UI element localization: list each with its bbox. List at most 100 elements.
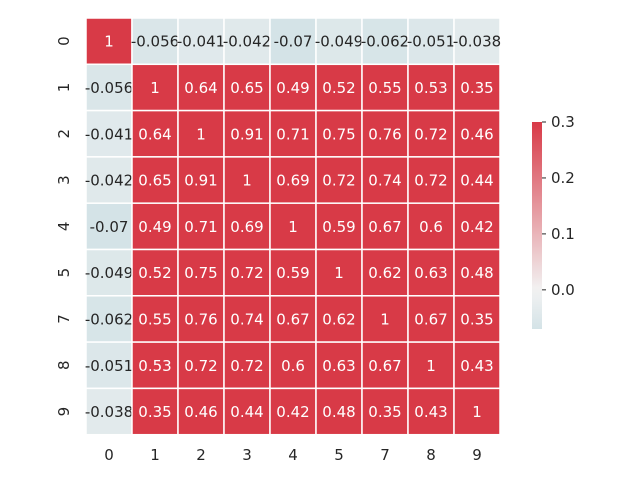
- heatmap-cell-annotation: 0.43: [414, 403, 447, 421]
- heatmap-cell-annotation: 0.52: [138, 264, 171, 282]
- heatmap-cell: [315, 248, 363, 297]
- heatmap-cell-annotation: 0.49: [138, 218, 171, 236]
- heatmap-cell-annotation: -0.038: [85, 403, 133, 421]
- heatmap-cell-annotation: 0.91: [230, 125, 263, 143]
- colorbar-gradient: [532, 122, 542, 329]
- heatmap-cell: [453, 295, 501, 343]
- heatmap-cell-annotation: 0.62: [322, 310, 355, 328]
- heatmap-cell-annotation: 0.48: [322, 403, 355, 421]
- heatmap-cell-annotation: -0.042: [85, 172, 133, 190]
- heatmap-cell: [85, 341, 133, 390]
- heatmap-cell-annotation: 0.55: [138, 310, 171, 328]
- heatmap-cell-annotation: 0.63: [414, 264, 447, 282]
- heatmap-cell: [223, 387, 271, 436]
- heatmap-cell: [177, 17, 225, 66]
- heatmap-cell-annotation: 0.43: [460, 357, 493, 375]
- heatmap-cell: [361, 109, 409, 158]
- heatmap-cell-annotation: 0.44: [460, 172, 493, 190]
- heatmap-cell: [269, 248, 317, 297]
- heatmap-cell-annotation: 0.76: [184, 310, 217, 328]
- heatmap-cell-annotation: 0.72: [414, 125, 447, 143]
- heatmap-cell: [407, 109, 455, 158]
- heatmap-cell: [407, 17, 455, 66]
- heatmap-cell-annotation: 0.65: [138, 172, 171, 190]
- heatmap-cell-annotation: -0.062: [85, 310, 133, 328]
- heatmap-cell-annotation: 0.67: [276, 310, 309, 328]
- heatmap-cell: [85, 17, 133, 66]
- heatmap-cell: [85, 387, 133, 436]
- heatmap-cell-annotation: 0.53: [138, 357, 171, 375]
- heatmap-cell: [453, 17, 501, 66]
- col-tick-label: 4: [288, 446, 298, 464]
- heatmap-cell-annotation: -0.041: [177, 33, 225, 51]
- colorbar-tick-label: 0.3: [551, 113, 575, 131]
- col-tick-label: 3: [242, 446, 252, 464]
- heatmap-cell-annotation: 1: [150, 79, 160, 97]
- heatmap-cell: [361, 387, 409, 436]
- heatmap-cell-annotation: 0.74: [368, 172, 401, 190]
- heatmap-cell-annotation: -0.049: [315, 33, 363, 51]
- heatmap-cell-annotation: 0.64: [138, 125, 171, 143]
- heatmap-col-labels: 0 1 2 3 4 5 7 8 9: [104, 446, 482, 464]
- heatmap-cell-annotation: -0.041: [85, 125, 133, 143]
- heatmap-cell: [223, 295, 271, 343]
- heatmap-cell-annotation: 0.67: [368, 357, 401, 375]
- heatmap-cell-annotation: 0.72: [230, 264, 263, 282]
- heatmap-cell-annotation: -0.038: [453, 33, 501, 51]
- heatmap-cell-annotation: 0.69: [230, 218, 263, 236]
- heatmap-cells: 1 -0.056-0.041-0.042 -0.07 -0.049-0.062-0.0…: [85, 17, 501, 436]
- heatmap-cell-annotation: 0.44: [230, 403, 263, 421]
- heatmap-cell-annotation: 0.76: [368, 125, 401, 143]
- heatmap-cell: [85, 109, 133, 158]
- col-tick-label: 0: [104, 446, 114, 464]
- heatmap-cell-annotation: 0.42: [276, 403, 309, 421]
- row-tick-label: 2: [55, 129, 73, 139]
- heatmap-cell-annotation: 0.71: [276, 125, 309, 143]
- heatmap-cell: [177, 109, 225, 158]
- colorbar-tick-label: 0.1: [551, 225, 575, 243]
- heatmap-cell-annotation: 1: [288, 218, 298, 236]
- heatmap-cell-annotation: 0.53: [414, 79, 447, 97]
- col-tick-label: 5: [334, 446, 344, 464]
- heatmap-cell-annotation: 0.59: [322, 218, 355, 236]
- heatmap-cell-annotation: 1: [104, 33, 114, 51]
- heatmap-cell-annotation: 0.35: [460, 79, 493, 97]
- heatmap-cell-annotation: 0.75: [184, 264, 217, 282]
- row-tick-label: 4: [55, 222, 73, 232]
- heatmap-cell: [177, 156, 225, 204]
- heatmap-cell-annotation: -0.062: [361, 33, 409, 51]
- col-tick-label: 7: [380, 446, 390, 464]
- heatmap-cell: [361, 63, 409, 112]
- heatmap-cell-annotation: 0.67: [414, 310, 447, 328]
- heatmap-cell-annotation: -0.056: [85, 79, 133, 97]
- heatmap-cell: [315, 63, 363, 112]
- col-tick-label: 9: [472, 446, 482, 464]
- row-tick-label: 8: [55, 360, 73, 370]
- heatmap-cell: [407, 295, 455, 343]
- row-tick-label: 9: [55, 407, 73, 417]
- colorbar-tick-label: 0.2: [551, 169, 575, 187]
- heatmap-cell-annotation: 0.48: [460, 264, 493, 282]
- heatmap-cell: [315, 295, 363, 343]
- heatmap-cell-annotation: 0.64: [184, 79, 217, 97]
- heatmap-cell-annotation: 0.6: [281, 357, 305, 375]
- heatmap-cell: [315, 387, 363, 436]
- row-tick-label: 5: [55, 268, 73, 278]
- col-tick-label: 8: [426, 446, 436, 464]
- heatmap-cell-annotation: 0.35: [138, 403, 171, 421]
- heatmap-cell: [453, 109, 501, 158]
- heatmap-cell: [453, 248, 501, 297]
- heatmap-cell: [407, 202, 455, 251]
- row-tick-label: 0: [55, 36, 73, 46]
- heatmap-cell: [269, 109, 317, 158]
- heatmap-cell-annotation: 0.59: [276, 264, 309, 282]
- heatmap-cell-annotation: -0.051: [407, 33, 455, 51]
- heatmap-cell: [407, 387, 455, 436]
- heatmap-cell: [269, 341, 317, 390]
- heatmap-cell-annotation: 0.75: [322, 125, 355, 143]
- heatmap-cell-annotation: 0.69: [276, 172, 309, 190]
- heatmap-cell: [85, 295, 133, 343]
- col-tick-label: 2: [196, 446, 206, 464]
- heatmap-cell: [177, 248, 225, 297]
- heatmap-cell: [453, 156, 501, 204]
